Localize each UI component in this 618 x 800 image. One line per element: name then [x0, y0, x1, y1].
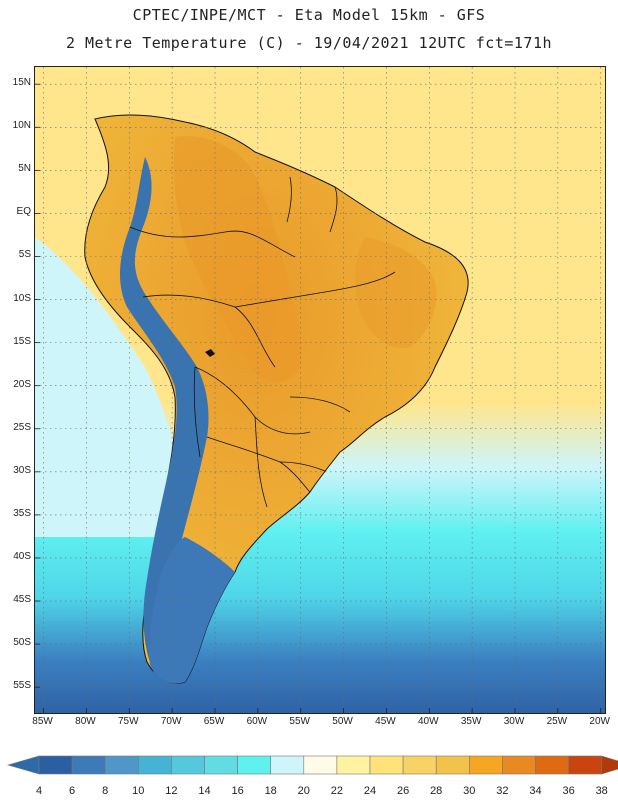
- patagonia-cold-region: [149, 537, 235, 684]
- lon-label: 60W: [246, 716, 268, 727]
- lat-label: 40S: [13, 550, 31, 562]
- graticule: [35, 67, 605, 713]
- map-subtitle: 2 Metre Temperature (C) - 19/04/2021 12U…: [65, 34, 553, 52]
- colorbar-label: 12: [165, 785, 177, 797]
- lat-label: 10N: [12, 120, 31, 132]
- colorbar-swatch: [435, 755, 470, 775]
- colorbar-label: 38: [596, 785, 608, 797]
- colorbar-swatch: [104, 755, 139, 775]
- colorbar-label: 18: [265, 785, 277, 797]
- lon-label: 25W: [546, 716, 568, 727]
- lat-label: 30S: [13, 464, 31, 476]
- colorbar-label: 22: [331, 785, 343, 797]
- colorbar-label: 30: [463, 785, 475, 797]
- colorbar-label: 8: [102, 785, 108, 797]
- colorbar-label: 20: [298, 785, 310, 797]
- colorbar-swatch: [336, 755, 371, 775]
- lat-label: 50S: [13, 637, 31, 649]
- colorbar-label: 10: [132, 785, 144, 797]
- country-borders: [129, 176, 396, 508]
- lat-label: 5N: [18, 163, 31, 175]
- amazon-heat-core: [174, 136, 302, 382]
- lon-label: 30W: [503, 716, 525, 727]
- lat-label: 35S: [13, 507, 31, 519]
- lat-label: EQ: [16, 206, 31, 218]
- lat-label: 25S: [13, 421, 31, 433]
- map-title: CPTEC/INPE/MCT - Eta Model 15km - GFS: [132, 6, 486, 24]
- colorbar-swatch: [502, 755, 536, 775]
- lon-label: 70W: [160, 716, 182, 727]
- colorbar-label: 26: [397, 785, 409, 797]
- lon-label: 80W: [75, 716, 96, 727]
- colorbar-swatch: [270, 755, 305, 775]
- lon-label: 75W: [118, 716, 139, 727]
- lat-label: 15S: [13, 335, 31, 347]
- colorbar-swatch: [204, 755, 238, 775]
- colorbar-label: 32: [496, 785, 508, 797]
- colorbar-label: 6: [69, 785, 75, 797]
- colorbar-swatch: [369, 755, 404, 775]
- lon-label: 65W: [203, 716, 225, 727]
- colorbar-label: 36: [562, 785, 574, 797]
- colorbar-label: 4: [36, 785, 42, 797]
- pacific-cool-zone: [35, 237, 185, 537]
- lon-label: 85W: [32, 716, 53, 727]
- lat-label: 15N: [12, 77, 31, 89]
- colorbar-label: 16: [231, 785, 243, 797]
- lat-label: 45S: [13, 594, 31, 606]
- colorbar-swatch: [171, 755, 205, 775]
- lon-label: 35W: [460, 716, 482, 727]
- colorbar-swatch: [402, 755, 437, 775]
- lat-label: 20S: [13, 378, 31, 390]
- temperature-colorbar: 4 6 8 10 12 14 16 18 20 22 24 26 28 30 32 34 36 38: [6, 755, 618, 797]
- lat-label: 55S: [13, 680, 31, 692]
- colorbar-label: 28: [430, 785, 442, 797]
- lon-label: 55W: [289, 716, 310, 727]
- temperature-map[interactable]: [34, 66, 606, 714]
- axis-ticks: [35, 83, 602, 713]
- map-canvas[interactable]: [35, 67, 605, 713]
- colorbar-over-arrow: [601, 755, 618, 775]
- colorbar-swatch: [38, 755, 73, 775]
- colorbar-swatch: [303, 755, 338, 775]
- colorbar-swatch: [468, 755, 503, 775]
- lat-label: 5S: [18, 249, 31, 261]
- lon-label: 50W: [332, 716, 353, 727]
- colorbar-swatch: [138, 755, 172, 775]
- colorbar-swatch: [535, 755, 569, 775]
- lake-titicaca: [205, 349, 215, 357]
- colorbar-swatch: [568, 755, 602, 775]
- colorbar-label: 24: [364, 785, 376, 797]
- colorbar-under-arrow: [6, 755, 40, 775]
- colorbar-swatch: [237, 755, 272, 775]
- lon-label: 45W: [375, 716, 396, 727]
- northeast-heat-core: [355, 237, 437, 348]
- colorbar-label: 14: [198, 785, 210, 797]
- lon-label: 20W: [589, 716, 610, 727]
- lon-label: 40W: [418, 716, 439, 727]
- colorbar-label: 34: [529, 785, 541, 797]
- lat-label: 10S: [13, 292, 31, 304]
- colorbar-swatch: [71, 755, 106, 775]
